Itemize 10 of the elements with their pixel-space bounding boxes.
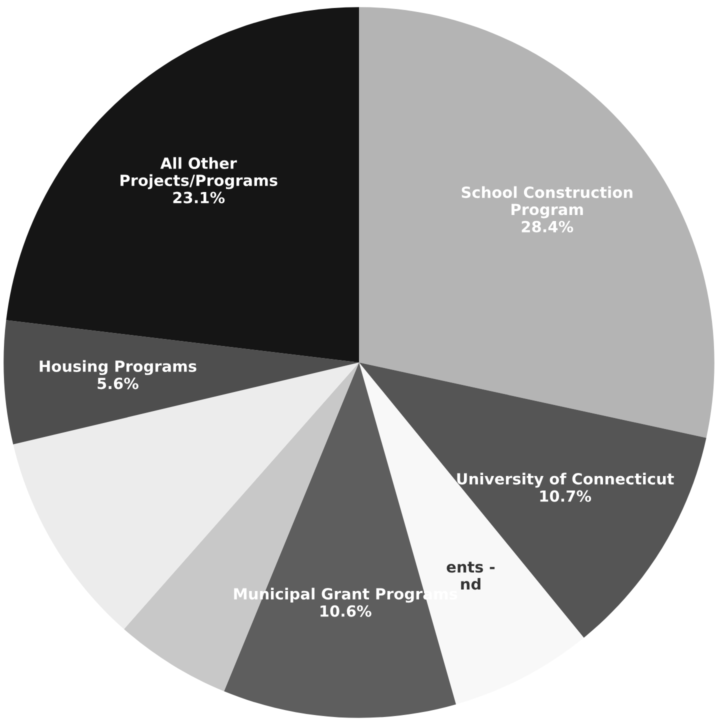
data-label: 10.7% [540, 490, 592, 502]
data-label: 10.6% [320, 605, 372, 617]
slice-label: Housing Programs [40, 360, 196, 376]
data-label: 28.4% [522, 220, 574, 232]
slice-label: ents - nd [446, 562, 495, 590]
data-label: 5.6% [98, 378, 138, 390]
slice-label: University of Connecticut [457, 472, 674, 488]
slice-label: All Other Projects/Programs [120, 157, 278, 190]
data-label: 23.1% [173, 192, 225, 204]
slice-label: School Construction Program [462, 186, 632, 218]
